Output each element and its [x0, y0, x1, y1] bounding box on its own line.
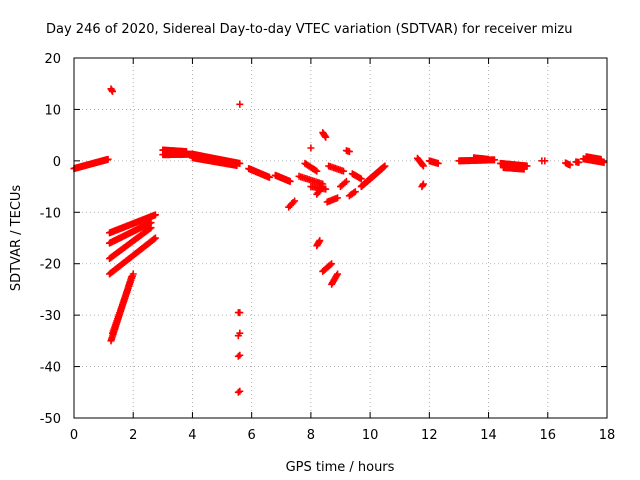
- data-point: [236, 100, 244, 108]
- data-point: [151, 234, 159, 242]
- data-point: [339, 167, 347, 175]
- data-point: [307, 144, 315, 152]
- data-point: [108, 87, 116, 95]
- x-tick-label: 2: [129, 428, 137, 443]
- data-point: [319, 183, 327, 191]
- data-point: [151, 211, 159, 219]
- data-point: [129, 270, 137, 278]
- data-point: [419, 180, 427, 188]
- x-tick-label: 4: [188, 428, 196, 443]
- data-point: [234, 388, 242, 396]
- data-point: [333, 271, 341, 279]
- data-point: [334, 194, 342, 202]
- data-point: [234, 352, 242, 360]
- data-point: [265, 173, 273, 181]
- data-point: [566, 161, 574, 169]
- x-tick-label: 10: [362, 428, 379, 443]
- chart-title: Day 246 of 2020, Sidereal Day-to-day VTE…: [46, 22, 572, 37]
- y-tick-labels: -50 -40 -30 -20 -10 0 10 20: [40, 52, 61, 427]
- y-axis-label: SDTVAR / TECUs: [9, 185, 24, 292]
- data-point: [597, 155, 605, 163]
- y-tick-label: 10: [44, 103, 61, 118]
- x-axis-label: GPS time / hours: [286, 460, 395, 475]
- data-point: [322, 133, 330, 141]
- data-point: [419, 161, 427, 169]
- data-point: [183, 148, 191, 156]
- y-tick-label: -40: [40, 361, 61, 376]
- data-point: [328, 260, 336, 268]
- data-point: [233, 161, 241, 169]
- data-point: [350, 189, 358, 197]
- data-point: [575, 158, 583, 166]
- data-point: [286, 177, 294, 185]
- x-tick-labels: 0 2 4 6 8 10 12 14 16 18: [70, 428, 615, 443]
- y-tick-label: -20: [40, 258, 61, 273]
- data-point: [351, 188, 359, 196]
- x-tick-label: 18: [599, 428, 616, 443]
- data-point: [291, 197, 299, 205]
- data-point: [316, 237, 324, 245]
- grid-lines: [74, 58, 607, 418]
- data-point: [342, 177, 350, 185]
- data-point: [541, 157, 549, 165]
- x-tick-label: 8: [307, 428, 315, 443]
- y-tick-label: 0: [53, 155, 61, 170]
- data-point: [419, 162, 427, 170]
- data-point: [104, 155, 112, 163]
- data-point: [341, 179, 349, 187]
- y-tick-label: 20: [44, 52, 61, 67]
- y-tick-label: -50: [40, 412, 61, 427]
- data-point: [334, 270, 342, 278]
- y-tick-label: -10: [40, 206, 61, 221]
- data-point: [236, 309, 244, 317]
- data-point: [434, 159, 442, 167]
- data-points: [70, 85, 608, 396]
- data-point: [520, 165, 528, 173]
- data-point: [236, 387, 244, 395]
- data-point: [236, 351, 244, 359]
- data-point: [147, 224, 155, 232]
- data-point: [236, 329, 244, 337]
- data-point: [313, 167, 321, 175]
- data-point: [485, 155, 493, 163]
- x-tick-label: 6: [248, 428, 256, 443]
- plot-frame: [73, 57, 608, 419]
- data-point: [357, 175, 365, 183]
- x-tick-label: 12: [421, 428, 438, 443]
- data-point: [326, 261, 334, 269]
- x-tick-label: 16: [540, 428, 557, 443]
- y-tick-label: -30: [40, 309, 61, 324]
- x-tick-label: 14: [480, 428, 497, 443]
- data-point: [378, 165, 386, 173]
- data-point: [150, 235, 158, 243]
- data-point: [345, 148, 353, 156]
- x-tick-label: 0: [70, 428, 78, 443]
- data-point: [311, 166, 319, 174]
- data-point: [490, 156, 498, 164]
